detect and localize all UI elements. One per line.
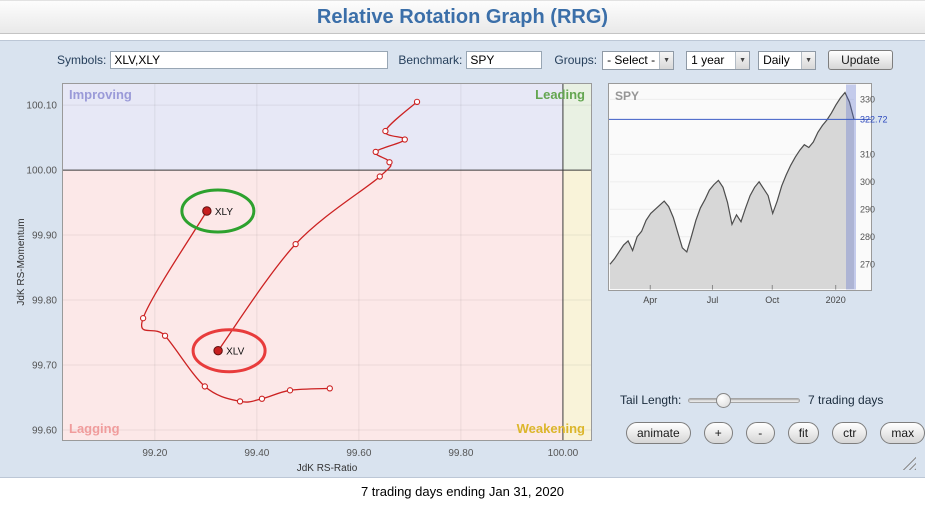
svg-text:290: 290: [860, 204, 875, 214]
xlv-head-dot[interactable]: [213, 345, 223, 356]
chevron-down-icon: ▼: [735, 51, 750, 69]
update-button[interactable]: Update: [828, 50, 893, 70]
svg-text:300: 300: [860, 177, 875, 187]
tail-length-label: Tail Length:: [620, 393, 682, 407]
page-title: Relative Rotation Graph (RRG): [316, 6, 609, 28]
x-axis-title: JdK RS-Ratio: [297, 463, 358, 474]
svg-text:Oct: Oct: [765, 295, 780, 305]
tail-length-slider[interactable]: [688, 393, 800, 408]
symbols-input[interactable]: [110, 51, 389, 69]
quadrant-label-improving: Improving: [69, 87, 132, 102]
svg-text:99.70: 99.70: [32, 360, 57, 371]
chevron-down-icon: ▼: [801, 51, 816, 69]
tail-length-value: 7 trading days: [808, 393, 884, 407]
symbols-label: Symbols:: [57, 53, 107, 67]
svg-text:99.80: 99.80: [448, 448, 473, 459]
xlv-label: XLV: [226, 347, 244, 358]
groups-label: Groups:: [554, 53, 598, 67]
svg-text:100.10: 100.10: [26, 101, 57, 112]
tail-length-row: Tail Length: 7 trading days: [608, 391, 918, 411]
svg-text:100.00: 100.00: [26, 166, 57, 177]
groups-select-value: - Select -: [607, 53, 656, 67]
svg-text:99.60: 99.60: [346, 448, 371, 459]
tail-length-slider-thumb[interactable]: [716, 393, 731, 408]
svg-text:100.00: 100.00: [548, 448, 579, 459]
svg-text:Jul: Jul: [707, 295, 719, 305]
animate-button[interactable]: animate: [626, 422, 691, 444]
svg-text:330: 330: [860, 94, 875, 104]
toolbar: Symbols: Benchmark: Groups: - Select - ▼…: [0, 50, 925, 70]
frequency-select[interactable]: Daily ▼: [758, 50, 817, 70]
quadrant-label-leading: Leading: [535, 87, 585, 102]
spy-chart: 322.72 330 310 300 290 280 270 Apr Jul Oct 2020 SPY: [608, 83, 888, 305]
xlv-ellipse: [191, 328, 267, 374]
svg-text:280: 280: [860, 232, 875, 242]
benchmark-input[interactable]: [466, 51, 543, 69]
xly-ellipse: [180, 188, 256, 234]
quadrant-label-weakening: Weakening: [517, 421, 585, 436]
chevron-down-icon: ▼: [659, 51, 674, 69]
footer-caption: 7 trading days ending Jan 31, 2020: [360, 484, 565, 499]
groups-select[interactable]: - Select - ▼: [602, 50, 675, 70]
rrg-panel: Symbols: Benchmark: Groups: - Select - ▼…: [0, 40, 925, 478]
benchmark-label: Benchmark:: [398, 53, 463, 67]
center-button[interactable]: ctr: [832, 422, 868, 444]
period-select-value: 1 year: [691, 53, 725, 67]
tail-period-highlight: [846, 84, 856, 290]
spy-last-price: 322.72: [860, 114, 888, 124]
quadrant-label-lagging: Lagging: [69, 421, 120, 436]
svg-text:2020: 2020: [826, 295, 846, 305]
frequency-select-value: Daily: [763, 53, 790, 67]
svg-text:310: 310: [860, 149, 875, 159]
xly-label: XLY: [215, 207, 233, 218]
rrg-chart[interactable]: 99.20 99.40 99.60 99.80 100.00 99.60 99.70 99.8…: [10, 81, 595, 477]
spy-title: SPY: [615, 89, 639, 103]
svg-text:99.20: 99.20: [142, 448, 167, 459]
period-select[interactable]: 1 year ▼: [686, 50, 751, 70]
svg-text:270: 270: [860, 259, 875, 269]
svg-text:99.80: 99.80: [32, 296, 57, 307]
max-button[interactable]: max: [880, 422, 925, 444]
zoom-in-button[interactable]: +: [703, 422, 733, 444]
svg-text:99.60: 99.60: [32, 425, 57, 436]
fit-button[interactable]: fit: [787, 422, 820, 444]
zoom-out-button[interactable]: -: [745, 422, 775, 444]
titlebar: Relative Rotation Graph (RRG): [0, 0, 925, 34]
resize-handle[interactable]: [901, 455, 916, 470]
chart-controls: animate + - fit ctr max: [626, 422, 925, 444]
y-axis-title: JdK RS-Momentum: [16, 218, 27, 305]
svg-text:99.40: 99.40: [244, 448, 269, 459]
xly-head-dot[interactable]: [202, 206, 212, 216]
svg-text:Apr: Apr: [643, 295, 657, 305]
svg-text:99.90: 99.90: [32, 231, 57, 242]
